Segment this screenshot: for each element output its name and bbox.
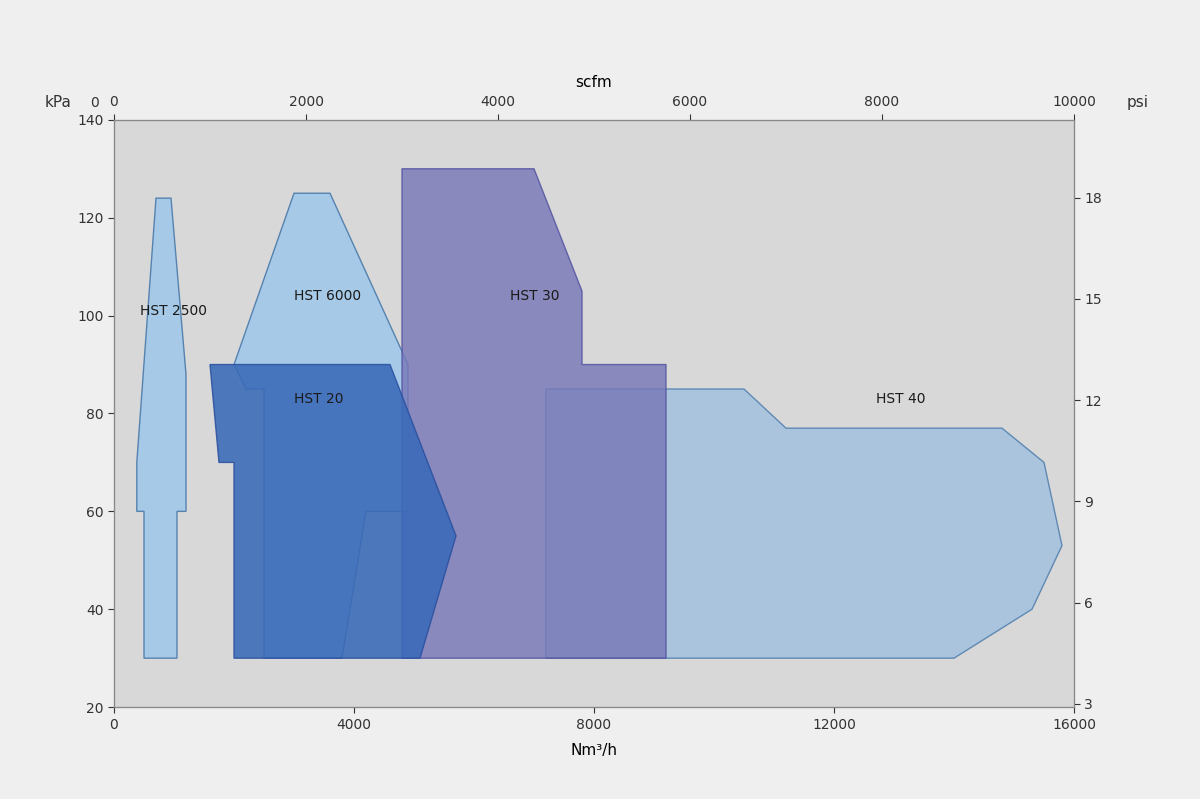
Text: kPa: kPa xyxy=(44,95,72,110)
X-axis label: Nm³/h: Nm³/h xyxy=(570,742,618,757)
Polygon shape xyxy=(137,198,186,658)
Polygon shape xyxy=(234,193,408,658)
Polygon shape xyxy=(210,364,456,658)
Polygon shape xyxy=(546,389,1062,658)
Text: HST 20: HST 20 xyxy=(294,392,343,406)
Text: 0: 0 xyxy=(90,97,98,110)
Text: HST 6000: HST 6000 xyxy=(294,289,361,303)
Text: HST 2500: HST 2500 xyxy=(140,304,206,318)
Text: psi: psi xyxy=(1127,95,1148,110)
Text: HST 30: HST 30 xyxy=(510,289,559,303)
Polygon shape xyxy=(402,169,666,658)
Text: HST 40: HST 40 xyxy=(876,392,925,406)
X-axis label: scfm: scfm xyxy=(576,75,612,90)
